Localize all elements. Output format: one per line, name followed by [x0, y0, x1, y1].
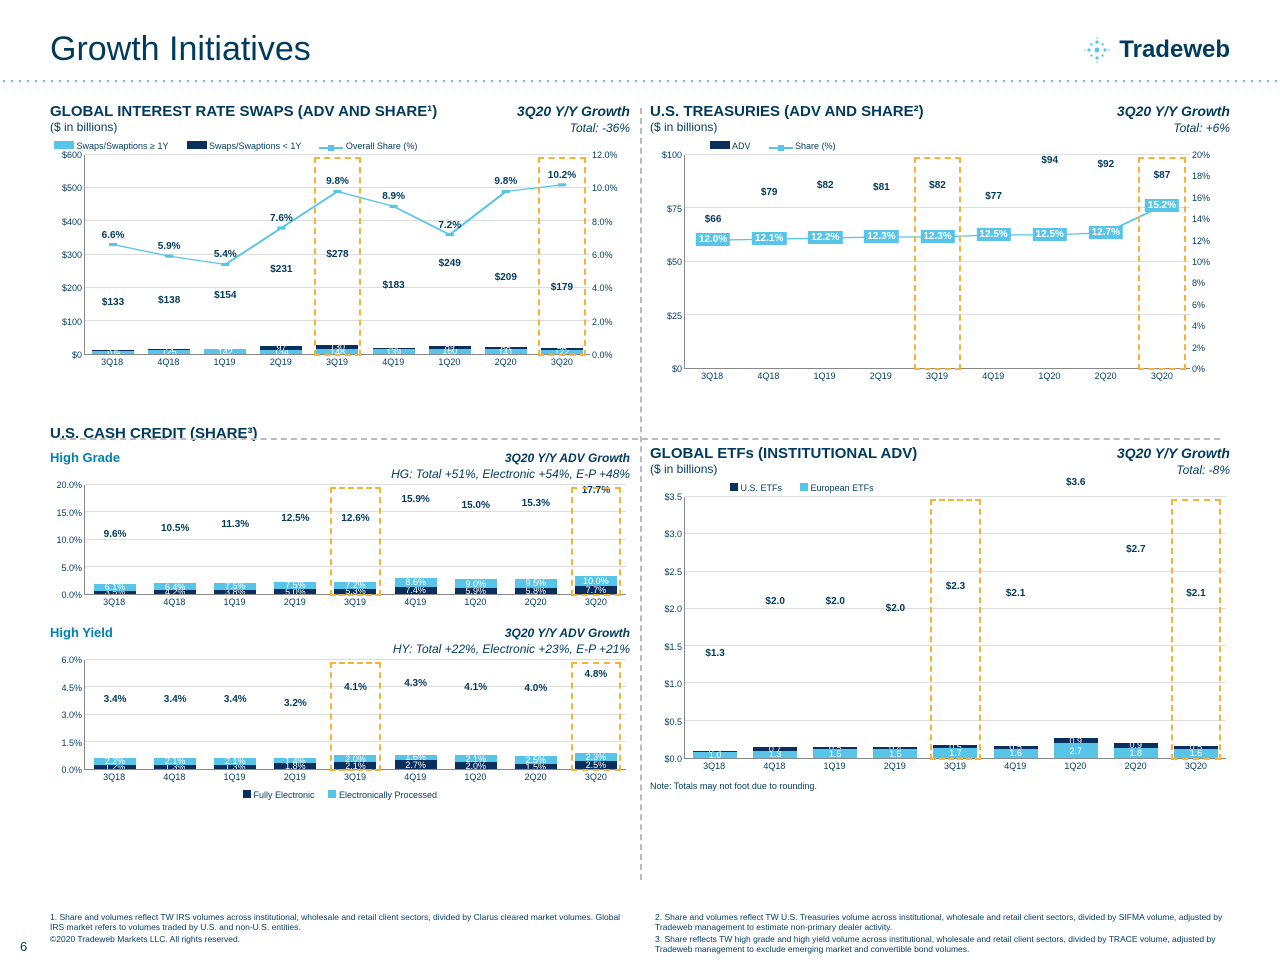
divider-dots	[0, 77, 1280, 85]
etf-growth-value: Total: -8%	[1117, 463, 1230, 477]
irs-chart: $0$100$200$300$400$500$60029104$13313125…	[50, 155, 630, 373]
slide-header: Growth Initiatives Tradeweb	[50, 30, 1230, 69]
hg-growth-val: HG: Total +51%, Electronic +54%, E-P +48…	[50, 467, 630, 481]
ust-chart: $0$25$50$75$100$66$79$82$81$82$77$94$92$…	[650, 155, 1230, 387]
ust-growth-value: Total: +6%	[1117, 121, 1230, 135]
hy-growth: 3Q20 Y/Y ADV Growth	[505, 626, 630, 640]
irs-unit: ($ in billions)	[50, 120, 437, 134]
etf-chart: $0.0$0.5$1.0$1.5$2.0$2.5$3.0$3.50.31.0$1…	[650, 497, 1230, 777]
page-number: 6	[20, 939, 27, 954]
horizontal-divider	[60, 438, 1220, 440]
etf-legend: U.S. ETFs European ETFs	[730, 483, 1230, 493]
hy-chart: 0.0%1.5%3.0%4.5%6.0%2.2%1.2%3.4%2.1%1.3%…	[50, 660, 630, 788]
irs-growth-value: Total: -36%	[517, 121, 630, 135]
ust-legend: ADV Share (%)	[710, 141, 1230, 151]
irs-growth-label: 3Q20 Y/Y Growth	[517, 103, 630, 119]
ust-title: U.S. TREASURIES (ADV AND SHARE²)	[650, 103, 924, 120]
hy-growth-val: HY: Total +22%, Electronic +23%, E-P +21…	[50, 642, 630, 656]
ust-unit: ($ in billions)	[650, 120, 924, 134]
footnotes: 1. Share and volumes reflect TW IRS volu…	[50, 912, 1230, 954]
panel-irs: GLOBAL INTEREST RATE SWAPS (ADV AND SHAR…	[50, 103, 630, 413]
etf-unit: ($ in billions)	[650, 462, 917, 476]
irs-legend: Swaps/Swaptions ≥ 1Y Swaps/Swaptions < 1…	[54, 141, 630, 151]
hg-label: High Grade	[50, 450, 120, 465]
page-title: Growth Initiatives	[50, 30, 311, 69]
irs-title: GLOBAL INTEREST RATE SWAPS (ADV AND SHAR…	[50, 103, 437, 120]
panel-ust: U.S. TREASURIES (ADV AND SHARE²) ($ in b…	[650, 103, 1230, 413]
credit-legend: Fully Electronic Electronically Processe…	[50, 790, 630, 800]
tradeweb-logo: Tradeweb	[1081, 34, 1230, 66]
etf-title: GLOBAL ETFs (INSTITUTIONAL ADV)	[650, 445, 917, 462]
hg-growth: 3Q20 Y/Y ADV Growth	[505, 451, 630, 465]
ust-growth-label: 3Q20 Y/Y Growth	[1117, 103, 1230, 119]
logo-text: Tradeweb	[1119, 36, 1230, 64]
hg-chart: 0.0%5.0%10.0%15.0%20.0%6.1%3.5%9.6%6.4%4…	[50, 485, 630, 613]
panel-credit: U.S. CASH CREDIT (SHARE³) High Grade 3Q2…	[50, 425, 630, 835]
etf-growth-label: 3Q20 Y/Y Growth	[1117, 445, 1230, 461]
vertical-divider	[640, 108, 642, 880]
etf-note: Note: Totals may not foot due to roundin…	[650, 781, 1230, 791]
panel-etf: GLOBAL ETFs (INSTITUTIONAL ADV) ($ in bi…	[650, 425, 1230, 835]
logo-burst-icon	[1081, 34, 1113, 66]
hy-label: High Yield	[50, 625, 113, 640]
